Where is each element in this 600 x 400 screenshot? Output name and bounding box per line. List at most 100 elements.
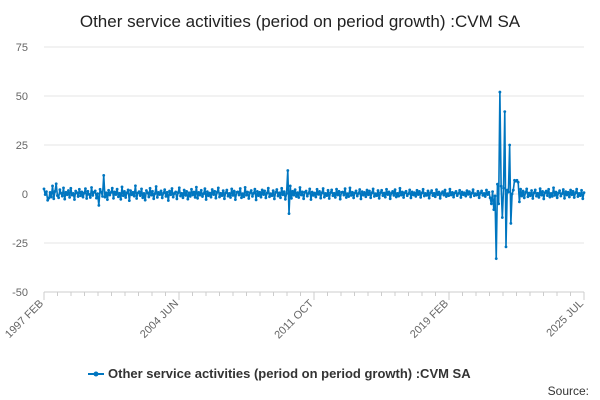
- data-point: [482, 192, 486, 195]
- legend[interactable]: Other service activities (period on peri…: [88, 366, 471, 381]
- data-point: [369, 196, 373, 200]
- data-point: [330, 188, 334, 192]
- data-point: [86, 189, 90, 193]
- data-point: [447, 194, 451, 198]
- data-point: [163, 188, 167, 192]
- data-point: [578, 194, 582, 197]
- data-point: [552, 186, 555, 190]
- y-tick-label: 0: [22, 189, 28, 201]
- data-point: [227, 192, 231, 195]
- data-point: [233, 198, 237, 202]
- data-point: [75, 191, 79, 195]
- chart-title: Other service activities (period on peri…: [80, 12, 521, 31]
- series-line: [43, 91, 585, 260]
- data-point: [519, 187, 523, 191]
- y-tick-label: 50: [16, 91, 28, 103]
- data-point: [518, 200, 521, 204]
- data-point: [93, 189, 97, 193]
- data-point: [290, 196, 293, 200]
- data-point: [102, 173, 106, 177]
- data-point: [174, 190, 178, 194]
- data-point: [257, 194, 260, 197]
- data-point: [69, 186, 73, 190]
- data-point: [112, 196, 115, 200]
- data-point: [147, 195, 151, 199]
- data-point: [549, 192, 553, 195]
- data-point: [291, 189, 295, 193]
- data-point: [364, 195, 368, 199]
- data-point: [352, 196, 356, 200]
- data-point: [443, 188, 447, 192]
- data-point: [203, 187, 207, 191]
- data-point: [193, 195, 197, 199]
- data-point: [429, 191, 432, 195]
- data-point: [353, 191, 357, 195]
- data-point: [120, 185, 124, 189]
- data-point: [577, 192, 581, 195]
- data-point: [565, 193, 569, 197]
- data-point: [188, 194, 192, 198]
- data-point: [130, 193, 134, 197]
- data-point: [97, 203, 101, 207]
- data-point: [382, 191, 386, 195]
- data-point: [319, 196, 323, 200]
- data-point: [492, 208, 496, 212]
- data-point: [168, 189, 171, 193]
- data-point: [391, 190, 395, 193]
- data-point: [536, 191, 540, 195]
- data-point: [186, 197, 190, 201]
- data-point: [458, 188, 462, 192]
- data-point: [489, 202, 493, 206]
- data-point: [90, 186, 93, 189]
- data-point: [49, 195, 53, 199]
- data-point: [393, 188, 397, 192]
- data-point: [408, 188, 412, 192]
- data-point: [196, 196, 199, 200]
- data-point: [379, 191, 382, 195]
- data-point: [321, 187, 325, 190]
- data-point: [351, 190, 354, 194]
- data-point: [554, 190, 558, 194]
- data-point: [260, 188, 264, 192]
- data-point: [341, 190, 345, 194]
- data-point: [197, 191, 201, 194]
- x-tick-label: 2011 OCT: [272, 297, 316, 341]
- data-point: [110, 186, 114, 190]
- data-point: [190, 187, 193, 191]
- data-point: [180, 191, 184, 195]
- data-point: [199, 188, 203, 192]
- data-point: [121, 194, 125, 198]
- data-point: [348, 186, 352, 190]
- data-point: [105, 198, 109, 202]
- data-point: [520, 194, 524, 198]
- data-point: [226, 194, 230, 198]
- data-point: [430, 189, 434, 192]
- data-point: [498, 90, 502, 94]
- data-point: [570, 193, 574, 197]
- data-point: [359, 197, 363, 201]
- data-point: [124, 196, 128, 199]
- data-point: [386, 193, 390, 196]
- data-point: [363, 191, 366, 194]
- data-point: [483, 195, 487, 198]
- data-point: [344, 196, 348, 199]
- data-point: [157, 191, 160, 194]
- legend-dot-marker: [93, 371, 99, 377]
- data-point: [60, 194, 64, 198]
- data-point: [438, 196, 442, 200]
- data-point: [243, 185, 247, 189]
- data-point: [220, 194, 224, 197]
- data-point: [322, 195, 326, 199]
- data-point: [142, 192, 146, 195]
- data-point: [45, 190, 48, 194]
- data-point: [99, 190, 103, 194]
- data-point: [82, 191, 86, 195]
- data-point: [131, 190, 135, 194]
- data-point: [399, 193, 403, 197]
- data-point: [499, 184, 503, 188]
- data-point: [575, 187, 579, 191]
- data-point: [555, 196, 559, 200]
- data-point: [201, 195, 204, 198]
- data-point: [411, 193, 415, 197]
- data-point: [63, 197, 67, 201]
